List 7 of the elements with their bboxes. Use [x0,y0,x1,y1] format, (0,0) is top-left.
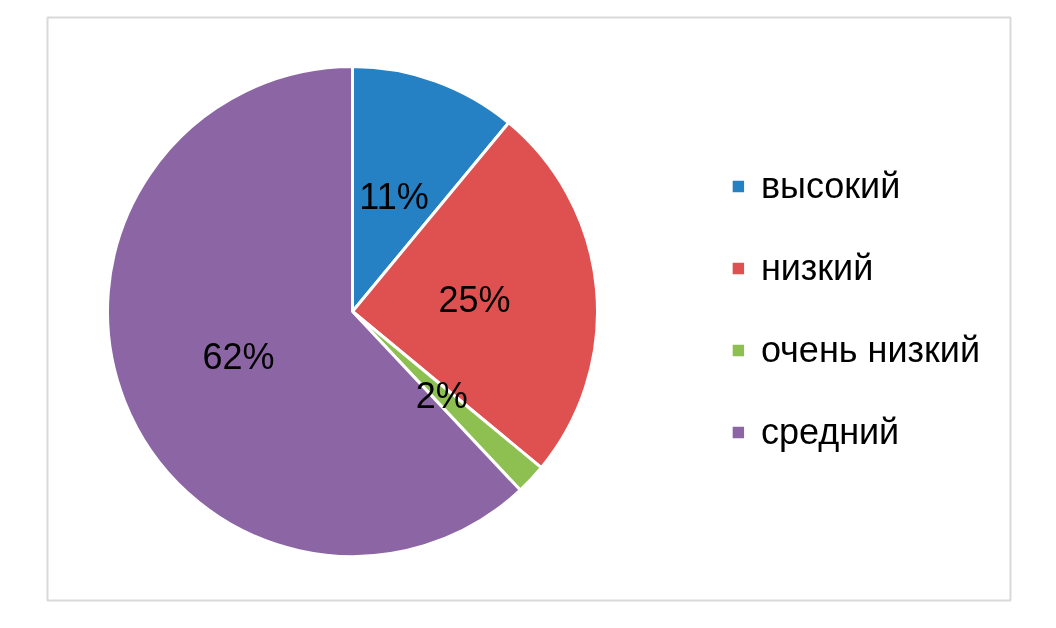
legend-label: высокий [760,164,901,207]
data-label: 25% [438,279,511,321]
data-label: 62% [202,336,275,378]
legend-label: очень низкий [760,328,980,371]
legend-label: низкий [760,246,874,289]
legend-label: средний [760,410,900,453]
data-label: 11% [359,175,429,217]
